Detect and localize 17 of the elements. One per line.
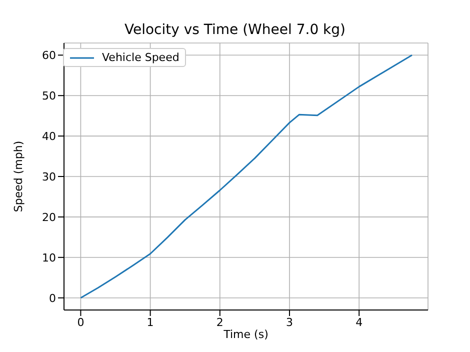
y-tick-label: 60 (42, 49, 56, 62)
x-tick-label: 2 (216, 316, 224, 329)
y-tick-label: 50 (42, 89, 56, 102)
y-tick-label: 20 (42, 210, 56, 224)
y-tick-label: 10 (42, 251, 56, 264)
x-tick-label: 1 (146, 316, 154, 329)
y-tick-label: 40 (42, 130, 56, 143)
x-axis-title: Time (s) (222, 328, 268, 341)
x-tick-label: 0 (77, 316, 84, 329)
y-axis-title: Speed (mph) (12, 140, 25, 212)
y-tick-label: 0 (49, 292, 56, 305)
x-tick-label: 4 (356, 316, 363, 329)
chart-title: Velocity vs Time (Wheel 7.0 kg) (123, 22, 347, 38)
line-series (80, 54, 413, 299)
x-tick-label: 3 (286, 316, 293, 329)
y-tick-label: 30 (42, 170, 56, 184)
legend-label: Vehicle Speed (102, 51, 180, 64)
